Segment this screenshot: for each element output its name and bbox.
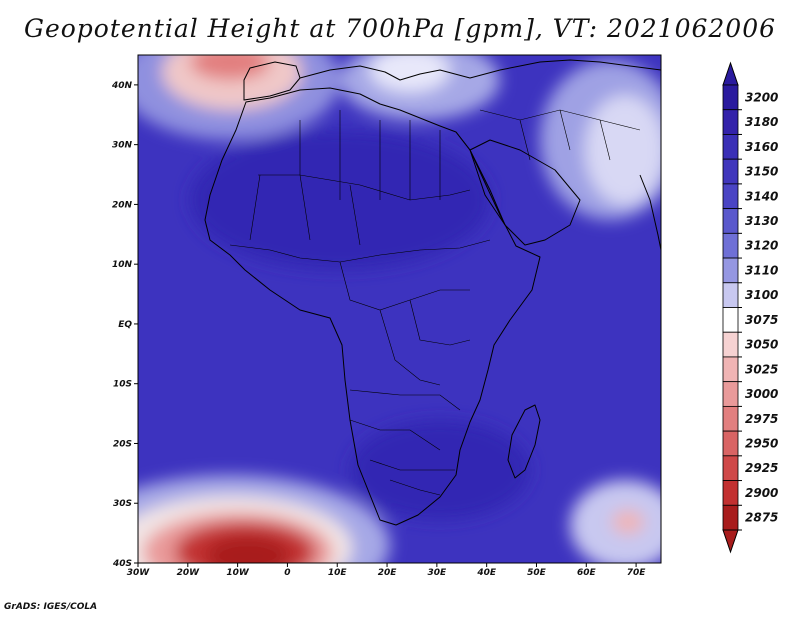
colorbar-swatch	[722, 232, 739, 259]
y-tick-label: 30S	[113, 499, 132, 509]
x-tick-label: 20W	[177, 568, 201, 578]
colorbar-level-label: 3160	[745, 140, 778, 154]
y-tick-label: 40N	[111, 81, 133, 91]
se-pink	[612, 510, 644, 534]
colorbar-level-label: 2875	[745, 511, 778, 525]
x-tick-label: 20E	[378, 568, 398, 578]
colorbar-swatch	[722, 257, 739, 284]
colorbar-level-label: 2950	[745, 436, 778, 450]
mediterranean-pale	[370, 55, 450, 92]
colorbar-level-label: 3200	[745, 90, 778, 104]
border-lines-north	[249, 110, 471, 246]
colorbar-level-label: 3025	[745, 362, 778, 376]
arabia-coastline	[469, 139, 581, 246]
colorbar-swatch	[722, 430, 739, 457]
india-coastline	[639, 174, 661, 251]
east-pale	[585, 95, 661, 205]
colorbar-level-label: 3110	[745, 263, 778, 277]
colorbar-level-label: 3050	[745, 338, 778, 352]
border-lines-middle-east	[479, 109, 641, 161]
height-field	[138, 55, 661, 563]
colorbar-swatch	[722, 480, 739, 506]
colorbar-min-arrow	[722, 529, 739, 554]
colorbar-swatch	[722, 208, 739, 234]
red-sea-line	[455, 131, 506, 226]
y-tick-label: 20N	[112, 200, 133, 210]
x-tick-label: 40E	[476, 568, 497, 578]
map-title: Geopotential Height at 700hPa [gpm], VT:…	[23, 14, 777, 43]
x-tick-label: 10W	[226, 568, 250, 578]
y-tick-label: EQ	[118, 320, 132, 330]
y-tick-label: 10S	[113, 380, 132, 390]
colorbar-level-label: 3130	[745, 214, 778, 228]
grads-credit: GrADS: IGES/COLA	[4, 602, 98, 612]
x-tick-label: 60E	[577, 568, 597, 578]
y-tick-label: 20S	[113, 439, 132, 449]
colorbar-swatch	[722, 307, 739, 333]
x-tick-label: 30E	[428, 568, 448, 578]
coastlines	[204, 59, 661, 526]
x-tick-label: 30W	[127, 568, 151, 578]
colorbar-max-arrow	[722, 61, 739, 86]
colorbar-level-label: 3075	[745, 313, 778, 327]
x-tick-label: 10E	[328, 568, 348, 578]
colorbar-swatch	[722, 109, 739, 135]
colorbar-level-label: 3150	[745, 165, 778, 179]
sw-trough-deep-red	[206, 536, 290, 563]
colorbar: 3200 3180 3160 3150 3140 3130 3120 3110 3100 3075…	[722, 61, 778, 554]
colorbar-level-label: 3120	[745, 239, 778, 253]
colorbar-level-label: 3140	[745, 189, 778, 203]
border-lines-central	[229, 239, 491, 386]
europe-coastline	[299, 59, 661, 81]
colorbar-level-label: 2900	[745, 486, 778, 500]
x-tick-label: 70E	[627, 568, 647, 578]
colorbar-swatch	[722, 356, 739, 383]
colorbar-swatch	[722, 331, 739, 358]
colorbar-swatch	[722, 282, 739, 308]
colorbar-swatch	[722, 134, 739, 160]
iberia-coastline	[243, 61, 301, 101]
colorbar-swatch	[722, 183, 739, 210]
y-tick-label: 30N	[112, 141, 133, 151]
colorbar-level-label: 2975	[745, 412, 778, 426]
y-tick-label: 10N	[112, 260, 133, 270]
colorbar-level-label: 2925	[745, 461, 778, 475]
colorbar-level-label: 3100	[745, 288, 778, 302]
nw-trough-red	[190, 55, 270, 80]
colorbar-swatch	[722, 504, 739, 531]
madagascar-coastline	[507, 404, 541, 479]
colorbar-level-label: 3180	[745, 115, 778, 129]
border-lines-south	[349, 389, 461, 496]
colorbar-swatch	[722, 381, 739, 407]
x-tick-label: 50E	[527, 568, 547, 578]
africa-coastline	[204, 87, 541, 526]
colorbar-swatch	[722, 455, 739, 481]
y-axis-labels: 40N 30N 20N 10N EQ 10S 20S 30S 40S	[111, 81, 138, 569]
x-axis-labels: 30W 20W 10W 0 10E 20E 30E 40E 50E 60E 70E	[127, 563, 647, 578]
colorbar-swatch	[722, 84, 739, 111]
colorbar-swatch	[722, 158, 739, 185]
plot-frame	[137, 54, 662, 564]
borders	[229, 109, 641, 496]
x-tick-label: 0	[284, 568, 290, 578]
colorbar-swatch	[722, 405, 739, 432]
colorbar-level-label: 3000	[745, 387, 778, 401]
y-tick-label: 40S	[112, 559, 132, 569]
